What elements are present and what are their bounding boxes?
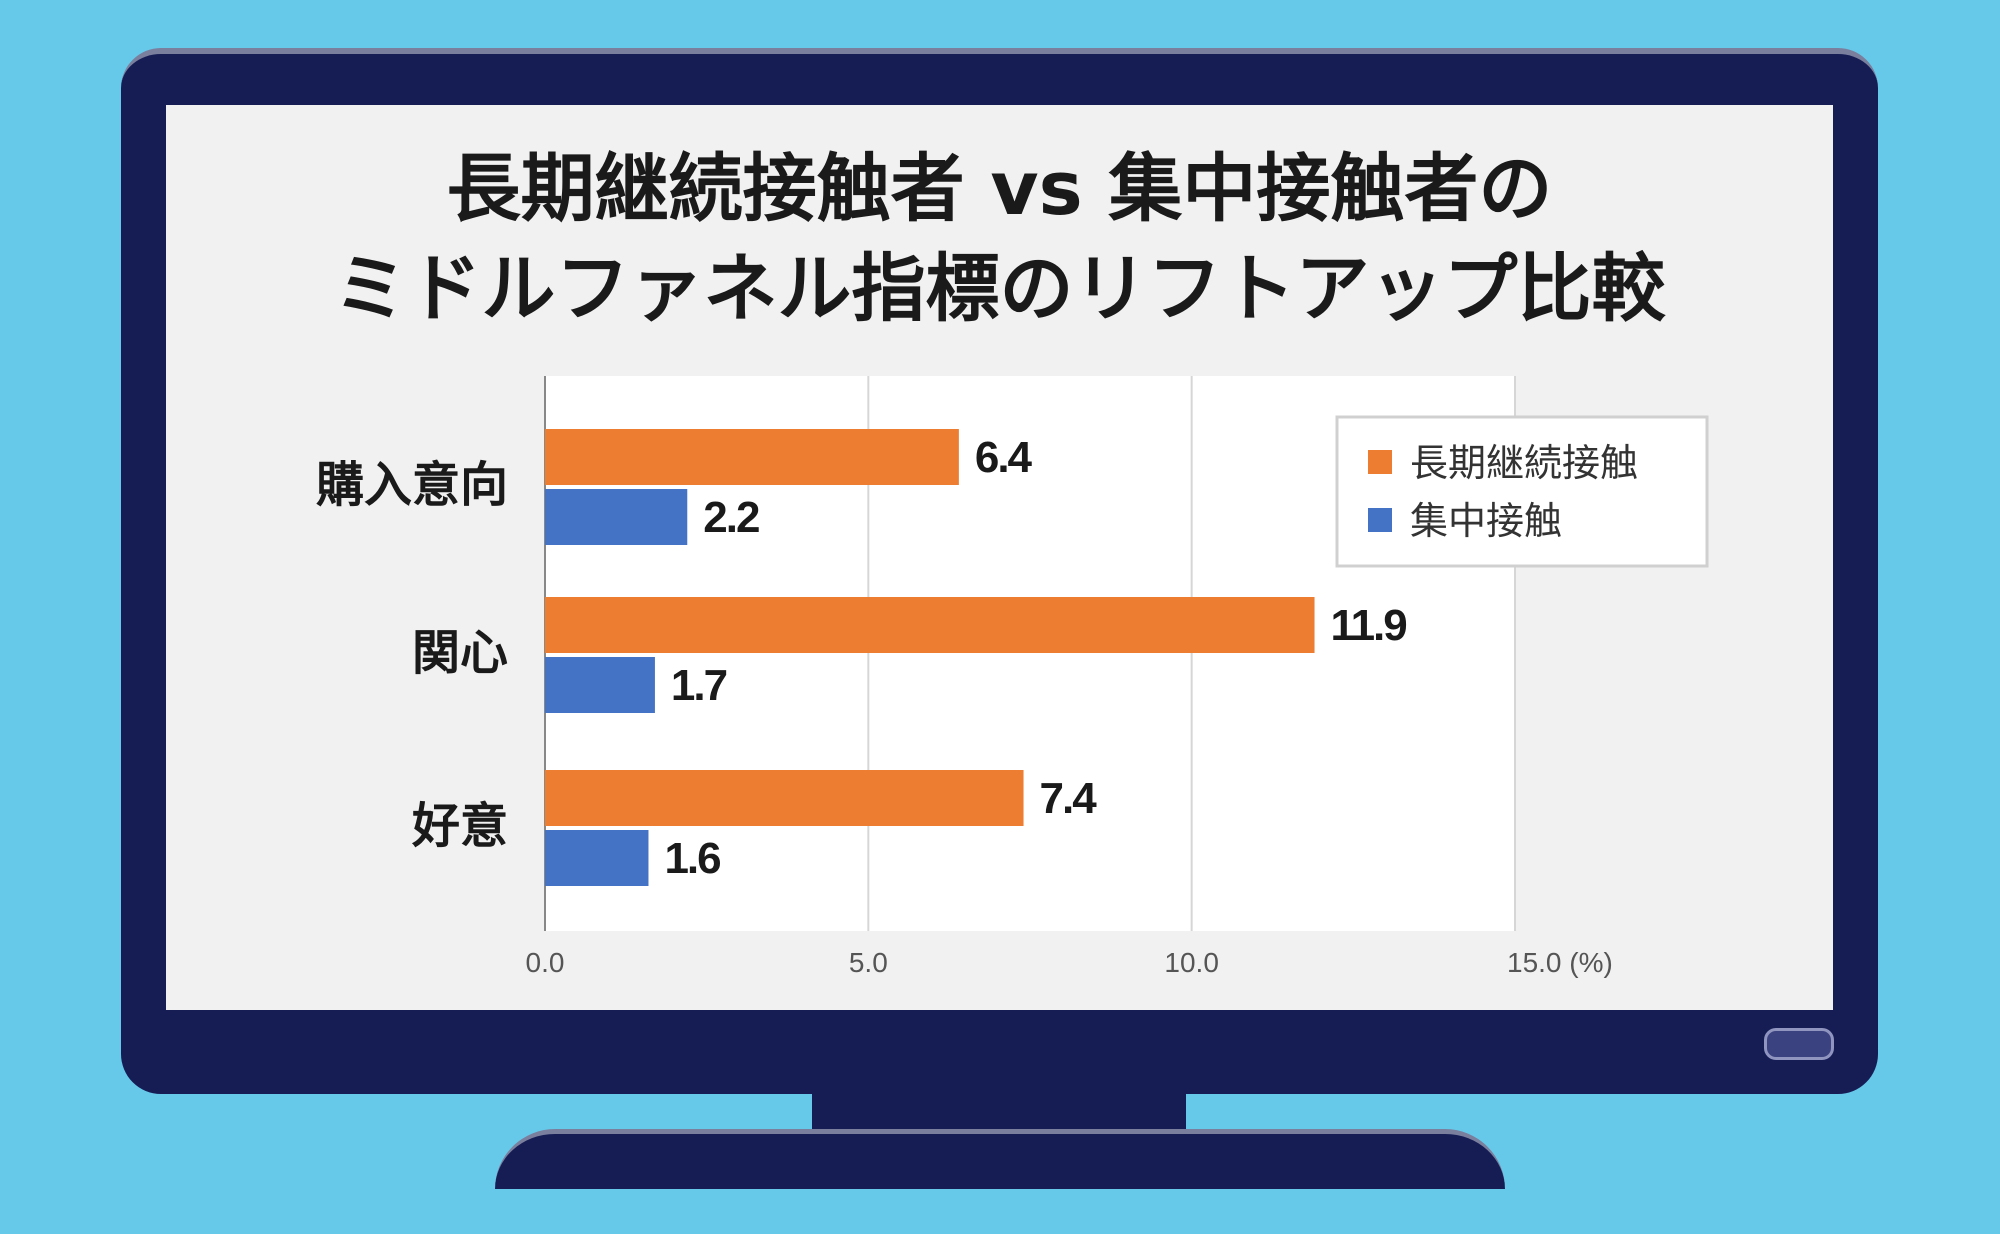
x-tick-label: 5.0 xyxy=(849,947,888,978)
bar-long-term xyxy=(545,429,959,485)
data-label: 6.4 xyxy=(975,433,1033,482)
x-tick-label: 15.0 (%) xyxy=(1507,947,1613,978)
bar-intensive xyxy=(545,830,649,886)
legend-swatch xyxy=(1368,450,1392,474)
x-tick-label: 0.0 xyxy=(526,947,565,978)
x-tick-label: 10.0 xyxy=(1164,947,1219,978)
data-label: 11.9 xyxy=(1331,601,1407,650)
legend xyxy=(1335,415,1709,568)
bar-intensive xyxy=(545,657,655,713)
chart-title-line-2: ミドルファネル指標のリフトアップ比較 xyxy=(333,246,1666,332)
data-label: 7.4 xyxy=(1040,774,1098,823)
power-button xyxy=(1764,1028,1834,1060)
bar-long-term xyxy=(545,770,1024,826)
legend-label: 長期継続接触 xyxy=(1410,441,1638,485)
data-label: 1.6 xyxy=(664,834,720,883)
monitor-stand-base xyxy=(495,1129,1505,1189)
category-label: 関心 xyxy=(412,625,508,681)
category-label: 好意 xyxy=(411,798,508,854)
legend-label: 集中接触 xyxy=(1410,499,1562,543)
bar-intensive xyxy=(545,489,688,545)
data-label: 2.2 xyxy=(703,493,759,542)
bar-long-term xyxy=(545,597,1315,653)
legend-swatch xyxy=(1368,508,1392,532)
chart-title-line-1: 長期継続接触者 vs 集中接触者の xyxy=(446,146,1553,232)
category-label: 購入意向 xyxy=(316,457,508,513)
data-label: 1.7 xyxy=(671,661,727,710)
